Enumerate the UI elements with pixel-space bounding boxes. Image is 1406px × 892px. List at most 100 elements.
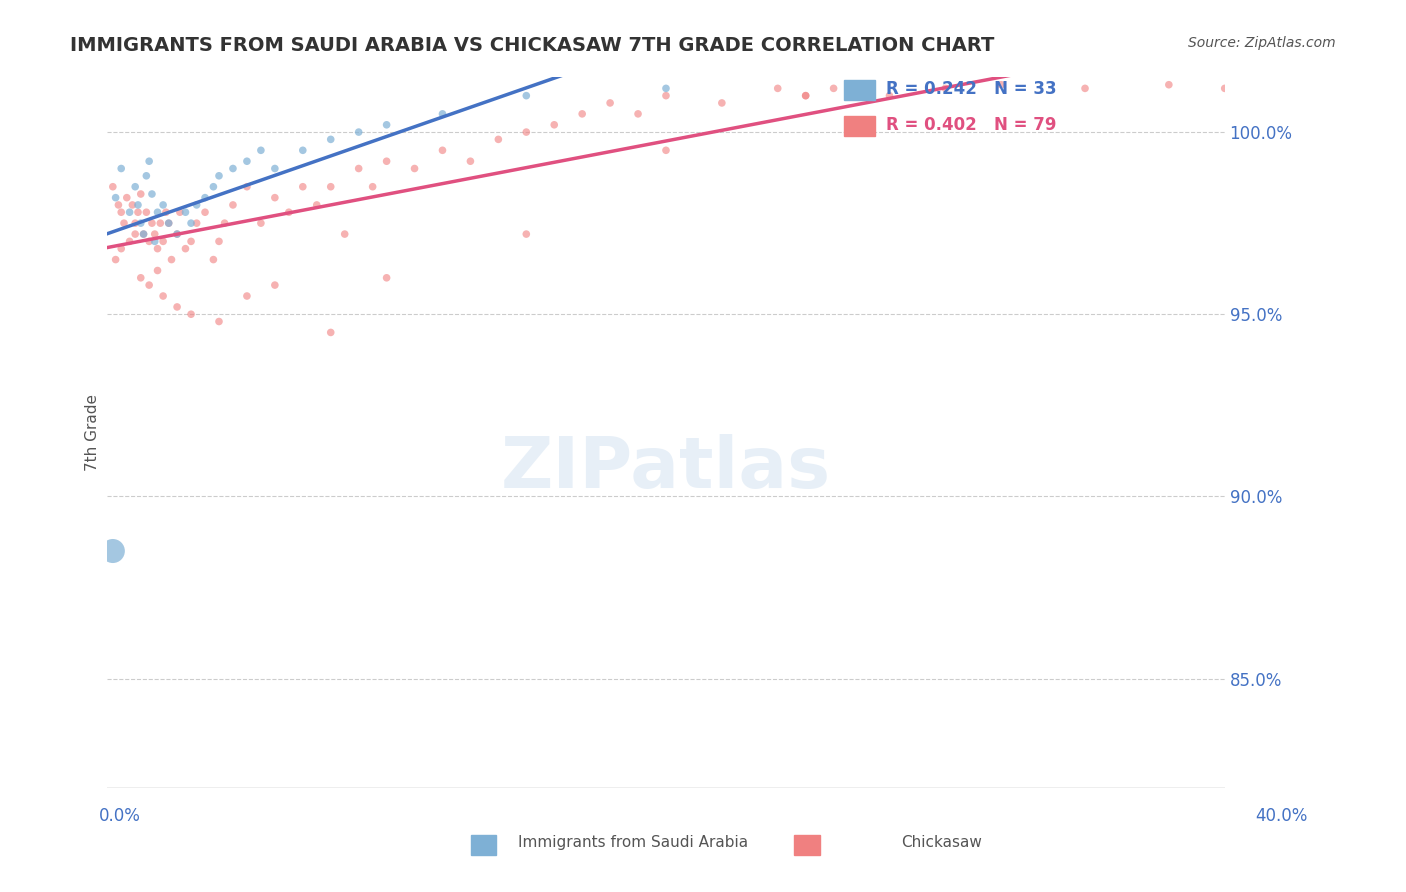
Point (132, 227, 155, 241)
Point (180, 307, 202, 321)
Point (141, 187, 163, 202)
Point (599, 95, 621, 110)
Point (129, 187, 152, 202)
Point (291, 143, 314, 157)
Point (104, 252, 127, 267)
Text: Source: ZipAtlas.com: Source: ZipAtlas.com (1188, 36, 1336, 50)
Point (186, 198, 208, 212)
Point (129, 216, 152, 230)
Point (157, 216, 180, 230)
Point (486, 132, 509, 146)
Point (169, 205, 191, 219)
Point (127, 198, 149, 212)
Point (263, 191, 285, 205)
Point (375, 270, 398, 285)
Point (101, 544, 124, 558)
Point (460, 154, 482, 169)
Text: IMMIGRANTS FROM SAUDI ARABIA VS CHICKASAW 7TH GRADE CORRELATION CHART: IMMIGRANTS FROM SAUDI ARABIA VS CHICKASA… (70, 36, 994, 54)
Text: R = 0.242   N = 33: R = 0.242 N = 33 (886, 80, 1056, 98)
Point (291, 179, 314, 194)
Point (990, 78, 1012, 92)
Point (180, 216, 202, 230)
Point (110, 242, 132, 256)
Point (143, 235, 166, 249)
Point (879, 88, 901, 103)
Point (166, 227, 188, 241)
Point (124, 227, 146, 241)
Point (110, 205, 132, 219)
Point (121, 198, 143, 212)
Point (543, 118, 565, 132)
Point (135, 169, 157, 183)
Point (794, 88, 817, 103)
Point (571, 107, 593, 121)
Point (152, 235, 174, 249)
Point (250, 143, 273, 157)
Point (194, 205, 217, 219)
Point (263, 161, 285, 176)
Point (319, 132, 342, 146)
Point (115, 191, 138, 205)
Point (107, 198, 129, 212)
Point (155, 205, 177, 219)
Point (375, 154, 398, 169)
Point (146, 205, 169, 219)
Point (138, 278, 160, 293)
Point (152, 289, 174, 303)
Point (250, 216, 273, 230)
Point (222, 161, 245, 176)
Point (127, 205, 149, 219)
Point (146, 242, 169, 256)
Point (404, 161, 426, 176)
Point (208, 235, 231, 249)
Point (305, 198, 328, 212)
Text: 0.0%: 0.0% (98, 806, 141, 824)
Text: 40.0%: 40.0% (1256, 806, 1308, 824)
Point (655, 88, 678, 103)
Point (333, 227, 356, 241)
Point (794, 88, 817, 103)
Point (208, 314, 231, 328)
Point (208, 169, 231, 183)
Point (236, 179, 259, 194)
Point (143, 227, 166, 241)
Point (166, 300, 188, 314)
Point (104, 191, 127, 205)
Point (160, 252, 183, 267)
Point (118, 235, 141, 249)
Point (432, 143, 454, 157)
Point (186, 216, 208, 230)
Point (135, 205, 157, 219)
Point (138, 235, 160, 249)
Point (375, 118, 398, 132)
Text: R = 0.402   N = 79: R = 0.402 N = 79 (886, 116, 1056, 134)
Point (432, 107, 454, 121)
Text: Immigrants from Saudi Arabia: Immigrants from Saudi Arabia (517, 836, 748, 850)
Point (515, 88, 537, 103)
Text: ZIPatlas: ZIPatlas (501, 434, 831, 502)
Point (1074, 81, 1097, 95)
Point (319, 326, 342, 340)
Point (118, 205, 141, 219)
Point (347, 161, 370, 176)
Point (347, 125, 370, 139)
Point (141, 216, 163, 230)
Point (180, 235, 202, 249)
Point (110, 161, 132, 176)
Point (194, 191, 217, 205)
Point (157, 216, 180, 230)
Point (236, 289, 259, 303)
Point (627, 107, 650, 121)
Point (766, 81, 789, 95)
Point (132, 227, 155, 241)
Point (263, 278, 285, 293)
Point (174, 242, 197, 256)
Point (202, 179, 225, 194)
Point (934, 81, 956, 95)
Point (655, 143, 678, 157)
Point (129, 270, 152, 285)
Point (124, 179, 146, 194)
Point (1157, 78, 1180, 92)
Point (823, 81, 845, 95)
Point (152, 198, 174, 212)
